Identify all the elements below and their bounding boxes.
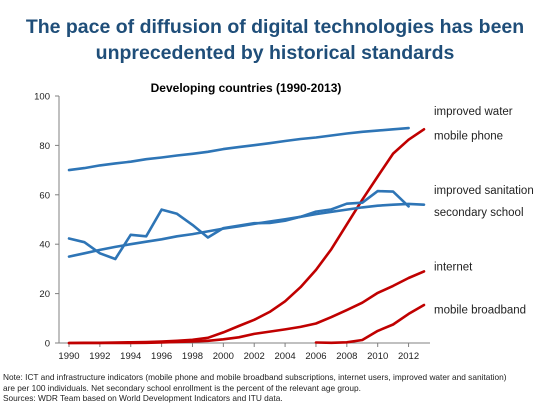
x-tick-label: 1990 [58, 351, 79, 362]
x-tick-label: 2008 [336, 351, 357, 362]
x-tick-label: 2006 [305, 351, 326, 362]
x-tick-label: 2012 [398, 351, 419, 362]
series-line-improved-water [67, 126, 410, 172]
x-tick-label: 2010 [367, 351, 388, 362]
y-tick-label: 100 [34, 92, 50, 103]
series-line-secondary-school [67, 189, 410, 261]
headline-line-1: The pace of diffusion of digital technol… [25, 16, 525, 38]
x-tick-label: 1994 [120, 351, 141, 362]
sources-line: Sources: WDR Team based on World Develop… [3, 393, 283, 404]
y-tick-label: 40 [39, 240, 50, 251]
series-label-improved-sanitation: improved sanitation [434, 185, 534, 197]
series-lines [67, 126, 426, 345]
series-label-secondary-school: secondary school [434, 207, 524, 219]
y-tick-label: 60 [39, 190, 50, 201]
series-label-internet: internet [434, 261, 473, 273]
axes [58, 96, 430, 344]
note-line-2: are per 100 individuals. Net secondary s… [3, 382, 361, 393]
series-line-mobile-broadband [314, 303, 426, 345]
y-tick-label: 0 [45, 339, 50, 350]
x-tick-label: 2004 [275, 351, 296, 362]
headline: The pace of diffusion of digital technol… [0, 14, 550, 66]
x-ticks: 1990 1992 1994 1996 1998 2000 2002 2004 2006 2008… [58, 343, 419, 362]
series-label-mobile-broadband: mobile broadband [434, 305, 526, 317]
series-labels: improved water mobile phone improved sanit… [434, 106, 534, 317]
x-tick-label: 1992 [89, 351, 110, 362]
series-line-internet [67, 270, 426, 345]
line-chart: Developing countries (1990-2013) 0 20 40 60… [34, 81, 534, 362]
y-tick-label: 80 [39, 141, 50, 152]
chart-title: Developing countries (1990-2013) [151, 81, 342, 95]
notes: Note: ICT and infrastructure indicators … [3, 372, 548, 404]
x-tick-label: 1998 [182, 351, 203, 362]
x-tick-label: 2002 [244, 351, 265, 362]
series-label-mobile-phone: mobile phone [434, 131, 503, 143]
headline-line-2: unprecedented by historical standards [95, 42, 455, 64]
y-ticks: 0 20 40 60 80 100 [34, 92, 59, 350]
x-tick-label: 1996 [151, 351, 172, 362]
note-line-1: Note: ICT and infrastructure indicators … [3, 372, 507, 382]
x-tick-label: 2000 [213, 351, 234, 362]
series-label-improved-water: improved water [434, 106, 513, 118]
y-tick-label: 20 [39, 289, 50, 300]
